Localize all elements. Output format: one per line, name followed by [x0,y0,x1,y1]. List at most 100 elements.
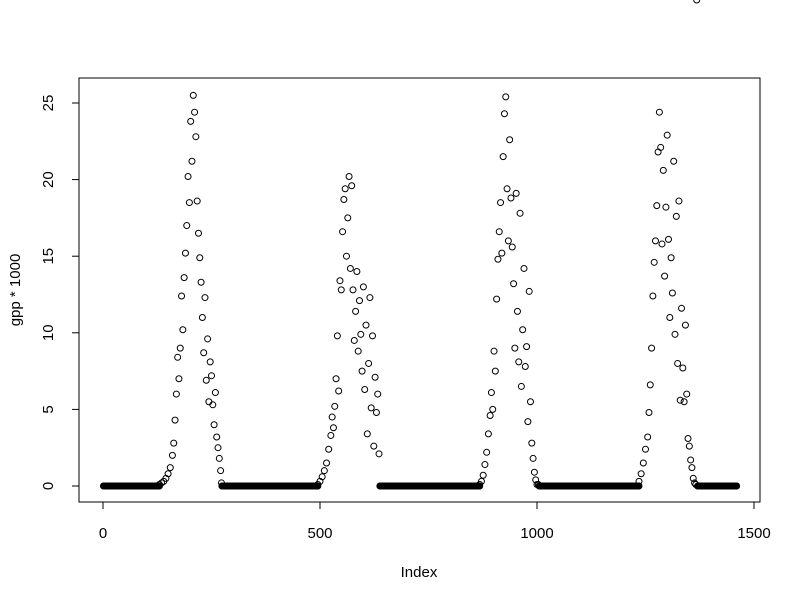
data-point [189,91,197,99]
data-point [179,326,187,334]
data-point [657,143,665,151]
data-point [512,189,520,197]
data-point [158,479,166,487]
data-point [662,203,670,211]
data-point [372,408,380,416]
data-point [525,287,533,295]
data-point [204,335,212,343]
y-tick-label: 10 [40,324,57,341]
data-point [200,349,208,357]
data-point [689,474,697,482]
x-tick-label: 500 [307,525,332,542]
data-point [487,389,495,397]
data-point [684,435,692,443]
data-point [668,289,676,297]
data-point [490,347,498,355]
data-point [361,385,369,393]
data-point [349,286,357,294]
data-point [651,237,659,245]
data-point [661,272,669,280]
data-point [202,376,210,384]
data-point [494,255,502,263]
data-point [486,412,494,420]
x-axis: 0 500 1000 1500 [99,501,771,542]
data-point [484,430,492,438]
data-point [481,461,489,469]
data-point [530,468,538,476]
data-point [681,321,689,329]
data-point [327,431,335,439]
data-point [358,367,366,375]
data-point [164,470,172,478]
data-point [676,396,684,404]
y-tick-label: 15 [40,248,57,265]
data-point [331,402,339,410]
y-tick-label: 20 [40,171,57,188]
data-point [635,482,643,490]
data-point [328,413,336,421]
data-point [194,229,202,237]
data-point [504,237,512,245]
data-point [341,185,349,193]
data-point [185,199,193,207]
data-point [523,343,531,351]
data-point [188,157,196,165]
data-point [174,353,182,361]
data-point [733,482,741,490]
data-point [367,404,375,412]
data-point [642,445,649,453]
data-point [352,307,360,315]
data-point [197,278,205,286]
data-point [637,470,645,478]
data-point [217,479,225,487]
data-point [205,398,213,406]
data-point [516,209,524,217]
data-point [342,252,350,260]
data-point [655,108,663,116]
data-point [355,297,363,305]
data-point [344,214,352,222]
data-point [196,254,204,262]
data-point [336,277,344,285]
data-point [337,286,345,294]
data-point [687,456,695,464]
data-point [181,249,189,257]
data-point [507,194,515,202]
data-point [215,454,223,462]
data-point [168,451,176,459]
y-tick-label: 0 [40,482,57,490]
data-point [354,347,362,355]
data-point [645,408,653,416]
data-point [671,330,679,338]
data-point [497,199,505,207]
data-point [213,433,221,441]
data-point [691,479,699,487]
data-point [646,381,654,389]
data-point [503,185,511,193]
data-point [193,197,201,205]
data-point [513,307,521,315]
data-point [479,471,487,479]
data-point [335,387,343,395]
data-point [653,202,661,210]
data-point [362,321,370,329]
data-point [489,405,497,413]
data-point [665,235,673,243]
y-tick-label: 25 [40,95,57,112]
data-point [325,445,333,453]
data-point [683,390,691,398]
data-point [511,344,519,352]
data-point [650,258,658,266]
data-point [667,254,675,262]
data-point [333,332,341,340]
data-point [178,292,186,300]
data-point [171,416,179,424]
data-point [192,133,200,141]
data-point [206,358,214,366]
data-point [678,304,686,312]
data-point [517,382,525,390]
data-point [332,375,340,383]
x-tick-label: 1500 [737,525,770,542]
y-axis: 0 5 10 15 20 25 [40,95,80,490]
data-point [499,153,507,161]
